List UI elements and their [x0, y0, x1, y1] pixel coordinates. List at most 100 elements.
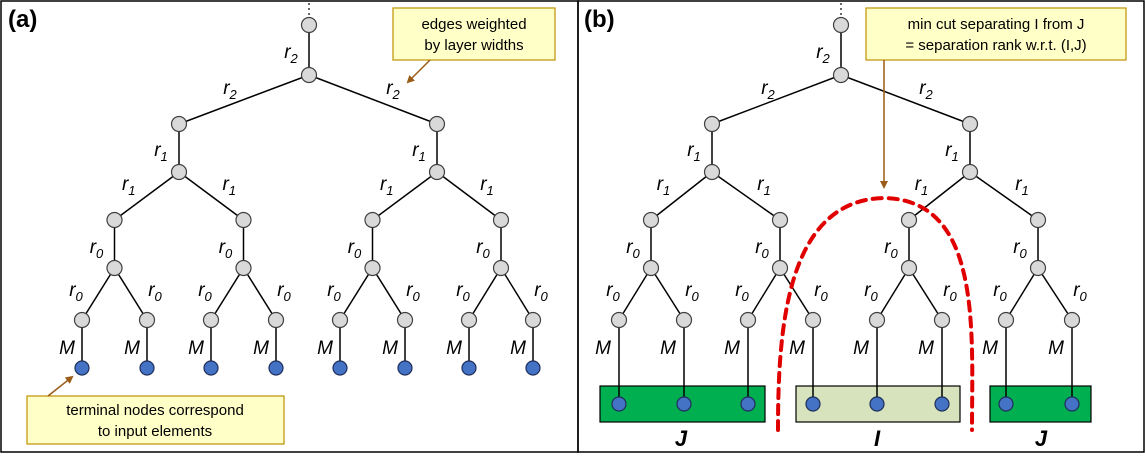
a-label-r0-5: r0	[406, 280, 420, 304]
b-node-l2-01	[771, 259, 789, 277]
a-node-l4-0	[170, 163, 188, 181]
b-edge-r0-4	[876, 267, 910, 321]
a-edge-r0-1	[113, 267, 148, 321]
b-label-m-0: M	[595, 338, 611, 359]
a-label-r0-7: r0	[534, 280, 548, 304]
a-edge-r1-11	[436, 171, 502, 221]
a-label-m-0: M	[59, 338, 75, 359]
b-node-l2-10	[900, 259, 918, 277]
tree-nodes	[73, 16, 1081, 412]
a-edge-r0-6	[468, 267, 502, 321]
b-label-r1-11: r1	[1015, 174, 1029, 198]
a-node-l3-10	[364, 211, 381, 229]
a-label-r0-3: r0	[277, 280, 291, 304]
a-leaf-5	[397, 360, 413, 376]
a-node-l2-11	[492, 259, 510, 277]
a-edge-r0-0	[81, 267, 116, 321]
b-leaf-2-1	[1064, 396, 1080, 412]
b-node-l1-1	[675, 311, 693, 329]
b-label-m-2: M	[724, 338, 740, 359]
a-leaf-1	[139, 360, 155, 376]
b-label-r1-00: r1	[657, 174, 671, 198]
callout-min-cut-box	[865, 7, 1127, 61]
a-label-r1-10: r1	[380, 174, 394, 198]
callout-terminal-nodes-line-1: terminal nodes correspond	[66, 402, 244, 419]
a-label-m-6: M	[446, 338, 462, 359]
a-label-m-5: M	[382, 338, 398, 359]
a-label-r1v-1: r1	[412, 140, 426, 164]
a-edge-r0-2	[210, 267, 245, 321]
b-node-l1-6	[997, 311, 1015, 329]
b-label-r0-4: r0	[864, 280, 878, 304]
a-edge-r0-3	[242, 267, 277, 321]
a-edge-r1-01	[178, 171, 244, 221]
a-label-r0-4: r0	[327, 280, 341, 304]
b-label-r0-1: r0	[685, 280, 699, 304]
a-label-r1-01: r1	[222, 174, 236, 198]
b-node-l5-1	[961, 115, 979, 133]
b-label-r2-0: r2	[761, 78, 775, 102]
b-label-r0-0: r0	[606, 280, 620, 304]
a-node-l1-1	[138, 311, 156, 329]
b-node-l1-7	[1063, 311, 1081, 329]
b-node-l4-0	[703, 163, 721, 181]
b-edge-r2-0	[711, 74, 842, 125]
a-edge-r0-7	[500, 267, 534, 321]
group-label-i: I	[874, 426, 881, 451]
a-label-r1-11: r1	[480, 174, 494, 198]
b-label-r1v-1: r1	[945, 140, 959, 164]
a-node-l2-00	[106, 259, 123, 277]
callout-edge-weights-arrow	[406, 59, 431, 84]
a-node-l6	[300, 66, 318, 84]
a-leaf-0	[74, 360, 90, 376]
b-label-r1-10: r1	[915, 174, 929, 198]
b-node-l5-0	[703, 115, 721, 133]
b-label-r2-1: r2	[919, 78, 933, 102]
a-label-r0v-00: r0	[90, 237, 104, 261]
b-edge-r2-1	[840, 74, 971, 125]
callout-edge-weights: edges weighted by layer widths	[392, 7, 556, 84]
b-node-l1-0	[610, 311, 628, 329]
b-leaf-2-0	[998, 396, 1014, 412]
b-label-m-4: M	[853, 338, 869, 359]
a-node-l2-10	[364, 259, 381, 277]
callout-edge-weights-box	[392, 7, 556, 61]
b-label-r0v-00: r0	[626, 237, 640, 261]
callout-min-cut-line-2: = separation rank w.r.t. (I,J)	[905, 37, 1086, 54]
callout-edge-weights-line-2: by layer widths	[424, 37, 523, 54]
a-node-l3-11	[492, 211, 510, 229]
group-label-j-left: J	[675, 426, 688, 451]
a-edge-r2-1	[308, 74, 438, 125]
b-label-m-1: M	[660, 338, 676, 359]
b-node-l6	[832, 66, 850, 84]
a-node-l1-2	[202, 311, 220, 329]
a-leaf-3	[268, 360, 284, 376]
callout-terminal-nodes-line-2: to input elements	[98, 423, 212, 440]
b-edge-r0-6	[1005, 267, 1039, 321]
a-label-r0v-11: r0	[476, 237, 490, 261]
a-leaf-4	[332, 360, 348, 376]
b-leaf-0-1	[676, 396, 692, 412]
cut-layer	[776, 195, 975, 432]
b-label-m-6: M	[982, 338, 998, 359]
a-label-r0v-10: r0	[348, 237, 362, 261]
a-label-r0-0: r0	[69, 280, 83, 304]
b-leaf-1-2	[934, 396, 950, 412]
callout-terminal-nodes-box	[26, 395, 285, 445]
a-node-l1-0	[73, 311, 91, 329]
min-cut-curve	[776, 195, 975, 432]
a-label-m-7: M	[510, 338, 526, 359]
a-node-l4-1	[428, 163, 446, 181]
b-edge-r1-01	[711, 171, 781, 221]
a-label-r0-1: r0	[148, 280, 162, 304]
b-node-l3-11	[1029, 211, 1047, 229]
a-label-m-3: M	[253, 338, 269, 359]
b-edge-r0-3	[779, 267, 814, 321]
a-edge-r0-4	[339, 267, 374, 321]
group-boxes	[599, 385, 1092, 423]
b-node-l1-4	[868, 311, 886, 329]
b-leaf-1-1	[869, 396, 885, 412]
b-node-l3-10	[900, 211, 918, 229]
